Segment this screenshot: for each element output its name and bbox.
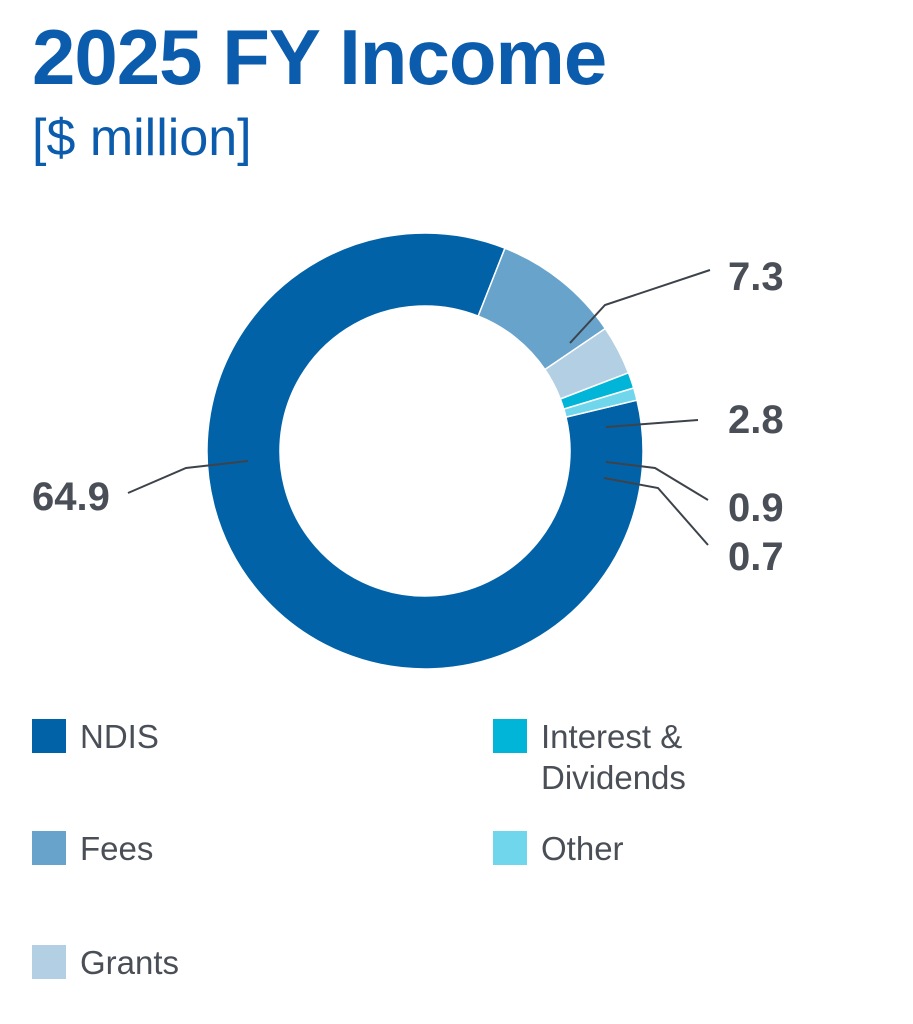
legend-swatch-grants bbox=[32, 945, 66, 979]
leader-line-ndis bbox=[127, 460, 249, 494]
leader-line-grants bbox=[605, 419, 699, 428]
data-label-fees: 7.3 bbox=[728, 255, 784, 299]
data-label-interest-dividends: 0.9 bbox=[728, 486, 784, 530]
data-label-other: 0.7 bbox=[728, 535, 784, 579]
legend-label-other: Other bbox=[541, 830, 624, 867]
legend-item-fees: Fees bbox=[32, 828, 153, 869]
legend-item-interest-dividends: Interest & Dividends bbox=[493, 716, 686, 798]
chart-subtitle: [$ million] bbox=[32, 109, 252, 167]
data-label-ndis: 64.9 bbox=[32, 475, 110, 519]
leader-line-fees bbox=[569, 269, 711, 344]
leader-line-other bbox=[603, 477, 709, 546]
legend-swatch-ndis bbox=[32, 719, 66, 753]
legend-label-ndis: NDIS bbox=[80, 718, 159, 755]
leader-line-interest-dividends bbox=[605, 461, 709, 501]
legend-label-grants: Grants bbox=[80, 944, 180, 981]
legend-item-other: Other bbox=[493, 828, 624, 869]
legend-swatch-fees bbox=[32, 831, 66, 865]
legend-item-ndis: NDIS bbox=[32, 716, 159, 757]
legend-item-grants: Grants bbox=[32, 942, 179, 983]
chart-title: 2025 FY Income bbox=[32, 13, 607, 101]
data-label-grants: 2.8 bbox=[728, 398, 784, 442]
legend-label-fees: Fees bbox=[80, 830, 154, 867]
slice-other bbox=[562, 387, 638, 419]
legend-swatch-other bbox=[493, 831, 527, 865]
legend-swatch-interest-dividends bbox=[493, 719, 527, 753]
slice-ndis bbox=[206, 232, 644, 670]
legend-label-interest-dividends: Interest & Dividends bbox=[541, 718, 686, 796]
